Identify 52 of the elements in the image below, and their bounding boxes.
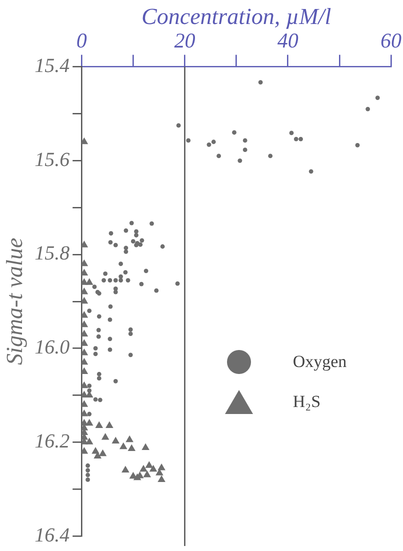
point	[158, 475, 166, 482]
point	[101, 432, 110, 440]
y-tick-label: 16.2	[34, 430, 70, 452]
point	[133, 473, 142, 480]
point	[95, 421, 104, 428]
point	[85, 418, 94, 426]
x-axis-title: Concentration, µM/l	[142, 4, 332, 29]
point	[82, 348, 88, 356]
point	[128, 444, 136, 451]
x-tick-label: 0	[76, 28, 88, 53]
point	[98, 449, 107, 456]
point	[82, 358, 88, 365]
y-tick-label: 16.0	[34, 336, 70, 359]
legend-label: H₂S	[292, 392, 321, 412]
point	[126, 435, 134, 442]
y-tick-label: 15.6	[34, 148, 70, 171]
point	[82, 330, 88, 336]
x-tick-label: 20	[174, 28, 196, 53]
point	[82, 367, 88, 374]
point	[140, 464, 148, 472]
point	[82, 268, 88, 276]
point	[82, 400, 88, 407]
point	[82, 320, 88, 328]
x-tick-label: 60	[380, 28, 402, 53]
point	[82, 259, 88, 266]
point	[122, 466, 130, 473]
x-tick-label: 40	[277, 28, 299, 53]
y-tick-label: 15.8	[34, 242, 70, 265]
point	[158, 463, 166, 470]
point	[143, 470, 151, 478]
point	[82, 240, 88, 248]
point	[82, 288, 88, 294]
point	[119, 442, 128, 450]
point	[82, 339, 88, 346]
point	[92, 447, 100, 454]
point	[85, 438, 94, 444]
y-tick-label: 16.4	[34, 524, 70, 546]
point	[82, 310, 88, 318]
point	[82, 137, 88, 144]
point	[82, 410, 88, 416]
y-axis-title: Sigma-t value	[2, 238, 27, 365]
text: Oxygen	[292, 352, 347, 372]
point	[145, 461, 154, 468]
point	[112, 436, 120, 444]
y-tick-label: 15.4	[34, 55, 70, 78]
point	[82, 447, 88, 454]
point	[142, 443, 150, 450]
point	[149, 464, 158, 472]
point	[106, 421, 114, 428]
point	[82, 296, 88, 304]
point	[85, 278, 94, 285]
point	[82, 381, 88, 388]
